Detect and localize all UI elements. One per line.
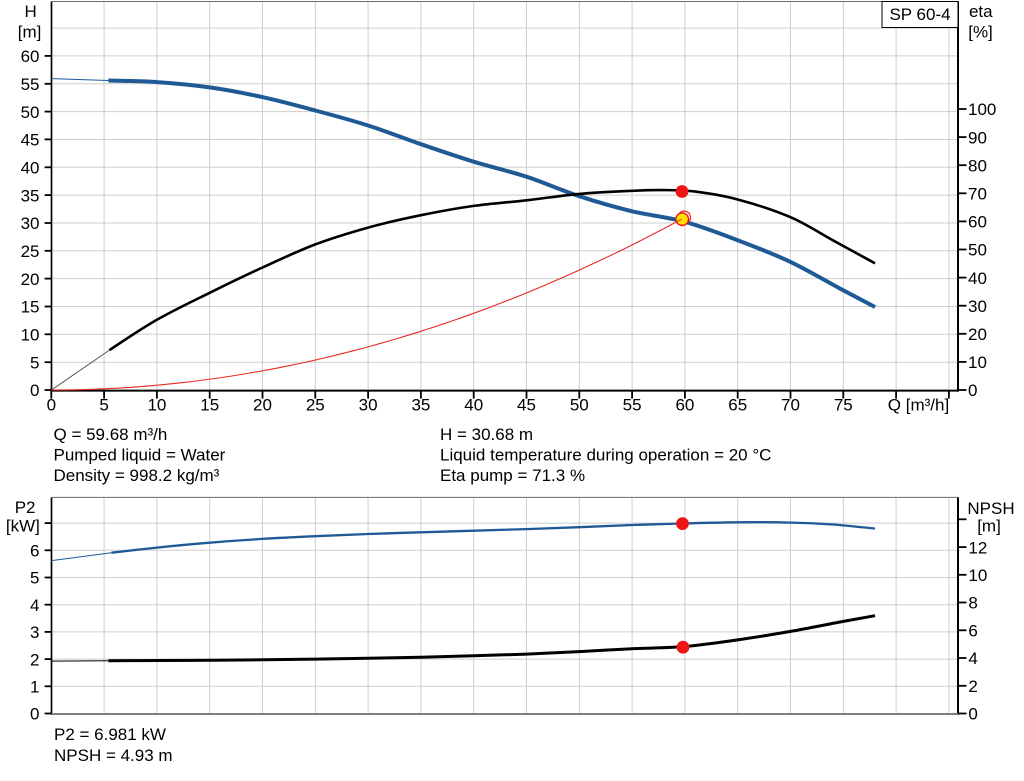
svg-text:20: 20 [21, 270, 40, 289]
svg-text:12: 12 [968, 538, 987, 557]
svg-text:Liquid temperature during oper: Liquid temperature during operation = 20… [440, 445, 771, 464]
svg-text:45: 45 [517, 395, 536, 414]
svg-text:5: 5 [30, 569, 39, 588]
svg-text:1: 1 [30, 678, 39, 697]
svg-text:45: 45 [21, 131, 40, 150]
svg-text:NPSH = 4.93 m: NPSH = 4.93 m [54, 746, 173, 765]
svg-text:P2 = 6.981 kW: P2 = 6.981 kW [54, 725, 166, 744]
svg-text:40: 40 [21, 158, 40, 177]
svg-text:0: 0 [30, 381, 39, 400]
svg-text:2: 2 [968, 677, 977, 696]
svg-text:[kW]: [kW] [6, 517, 40, 536]
svg-text:60: 60 [675, 395, 694, 414]
svg-text:65: 65 [728, 395, 747, 414]
svg-text:Eta pump = 71.3 %: Eta pump = 71.3 % [440, 466, 585, 485]
svg-text:10: 10 [21, 326, 40, 345]
svg-text:20: 20 [968, 325, 987, 344]
svg-text:10: 10 [147, 395, 166, 414]
svg-text:8: 8 [968, 594, 977, 613]
svg-text:60: 60 [21, 47, 40, 66]
svg-text:H: H [24, 2, 36, 21]
svg-text:6: 6 [968, 621, 977, 640]
svg-text:100: 100 [968, 100, 996, 119]
svg-text:0: 0 [968, 381, 977, 400]
svg-text:25: 25 [306, 395, 325, 414]
svg-text:6: 6 [30, 542, 39, 561]
svg-text:25: 25 [21, 242, 40, 261]
svg-text:20: 20 [253, 395, 272, 414]
svg-text:eta: eta [969, 2, 993, 21]
svg-text:50: 50 [968, 241, 987, 260]
svg-text:4: 4 [968, 649, 977, 668]
svg-text:0: 0 [968, 705, 977, 724]
svg-text:40: 40 [464, 395, 483, 414]
svg-text:30: 30 [968, 297, 987, 316]
svg-text:10: 10 [968, 566, 987, 585]
svg-text:40: 40 [968, 269, 987, 288]
svg-text:55: 55 [623, 395, 642, 414]
svg-text:[m]: [m] [18, 23, 42, 42]
svg-text:Density = 998.2 kg/m³: Density = 998.2 kg/m³ [54, 466, 220, 485]
svg-text:P2: P2 [15, 498, 36, 517]
svg-text:55: 55 [21, 75, 40, 94]
svg-text:75: 75 [834, 395, 853, 414]
svg-text:50: 50 [570, 395, 589, 414]
svg-text:4: 4 [30, 596, 39, 615]
svg-text:3: 3 [30, 623, 39, 642]
svg-text:10: 10 [968, 353, 987, 372]
svg-text:5: 5 [99, 395, 108, 414]
svg-text:90: 90 [968, 128, 987, 147]
svg-text:35: 35 [21, 186, 40, 205]
svg-text:2: 2 [30, 650, 39, 669]
svg-text:60: 60 [968, 213, 987, 232]
svg-text:15: 15 [21, 298, 40, 317]
svg-text:Q [m³/h]: Q [m³/h] [888, 395, 949, 414]
svg-text:35: 35 [411, 395, 430, 414]
svg-text:50: 50 [21, 103, 40, 122]
svg-text:[m]: [m] [977, 517, 1001, 536]
svg-text:80: 80 [968, 156, 987, 175]
svg-text:30: 30 [359, 395, 378, 414]
svg-text:Q = 59.68 m³/h: Q = 59.68 m³/h [54, 425, 168, 444]
svg-text:15: 15 [200, 395, 219, 414]
svg-text:Pumped liquid = Water: Pumped liquid = Water [54, 445, 226, 464]
svg-text:70: 70 [781, 395, 800, 414]
svg-text:0: 0 [30, 705, 39, 724]
svg-text:30: 30 [21, 214, 40, 233]
svg-text:NPSH: NPSH [967, 499, 1014, 518]
svg-text:0: 0 [47, 395, 56, 414]
svg-text:H = 30.68 m: H = 30.68 m [440, 425, 533, 444]
svg-text:70: 70 [968, 185, 987, 204]
svg-text:[%]: [%] [968, 23, 993, 42]
svg-text:5: 5 [30, 353, 39, 372]
svg-text:SP 60-4: SP 60-4 [889, 5, 950, 24]
